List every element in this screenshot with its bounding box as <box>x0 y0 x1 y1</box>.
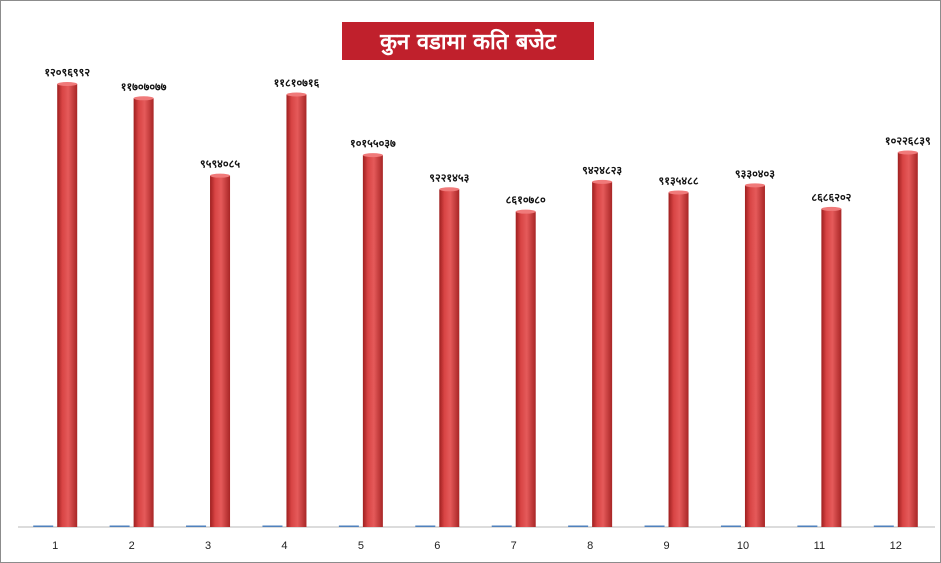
data-label: ९४२४८२३ <box>582 164 622 177</box>
data-label: १०२२६८३९ <box>885 134 931 147</box>
baseline-series-bar <box>568 525 589 527</box>
bar <box>668 192 689 527</box>
bar <box>744 185 765 528</box>
baseline-series-bar <box>109 525 130 527</box>
bar <box>592 181 613 527</box>
chart-title: कुन वडामा कति बजेट <box>342 22 594 60</box>
data-label: ८६१०७८० <box>506 194 546 207</box>
baseline-series-bar <box>262 525 283 527</box>
data-label: ११७०७०७७ <box>121 80 167 93</box>
x-tick-label: 2 <box>129 540 135 552</box>
bar <box>133 98 154 527</box>
bar-cap <box>744 183 765 188</box>
baseline-series-bar <box>797 525 818 527</box>
baseline-series-bar <box>33 525 54 527</box>
bar <box>439 189 460 527</box>
bar-cap <box>286 92 307 97</box>
bar <box>286 94 307 528</box>
bar-cap <box>210 173 231 178</box>
x-tick-label: 8 <box>587 540 593 552</box>
bar-cap <box>133 96 154 101</box>
data-label: ८६८६२०२ <box>811 191 851 204</box>
baseline-series-bar <box>415 525 436 527</box>
bar-cap <box>362 153 383 158</box>
x-tick-label: 9 <box>663 540 669 552</box>
x-tick-label: 4 <box>281 540 287 552</box>
data-label: ९३३०४०३ <box>735 167 775 180</box>
data-label: १२०९६९९२ <box>44 66 90 79</box>
bar <box>210 175 231 527</box>
bar-cap <box>592 179 613 184</box>
baseline-series-bar <box>338 525 359 527</box>
baseline-series-bar <box>186 525 207 527</box>
x-tick-label: 10 <box>737 540 749 552</box>
bar-cap <box>439 187 460 192</box>
baseline-series-bar <box>644 525 665 527</box>
data-label: १०१५५०३७ <box>350 137 396 150</box>
bar-cap <box>897 150 918 155</box>
x-tick-label: 11 <box>814 540 825 552</box>
data-label: ११८१०७१६ <box>274 76 320 89</box>
bar <box>515 211 536 528</box>
x-tick-label: 3 <box>205 540 211 552</box>
data-label: ९२२१४५३ <box>429 171 469 184</box>
bar-cap <box>821 206 842 211</box>
x-tick-label: 12 <box>890 540 902 552</box>
baseline-series-bar <box>720 525 741 527</box>
x-tick-label: 5 <box>358 540 364 552</box>
bar <box>57 84 78 527</box>
bar <box>362 155 383 527</box>
bar-cap <box>668 190 689 195</box>
x-tick-label: 7 <box>511 540 517 552</box>
bar-cap <box>57 82 78 86</box>
x-tick-label: 1 <box>52 540 58 552</box>
baseline-series-bar <box>873 525 894 527</box>
bar-cap <box>515 209 536 214</box>
x-tick-label: 6 <box>434 540 440 552</box>
bar <box>897 152 918 527</box>
data-label: ९५९४०८५ <box>200 158 240 171</box>
bar <box>821 208 842 527</box>
data-label: ९१३५४८८ <box>659 174 699 187</box>
baseline-series-bar <box>491 525 512 527</box>
